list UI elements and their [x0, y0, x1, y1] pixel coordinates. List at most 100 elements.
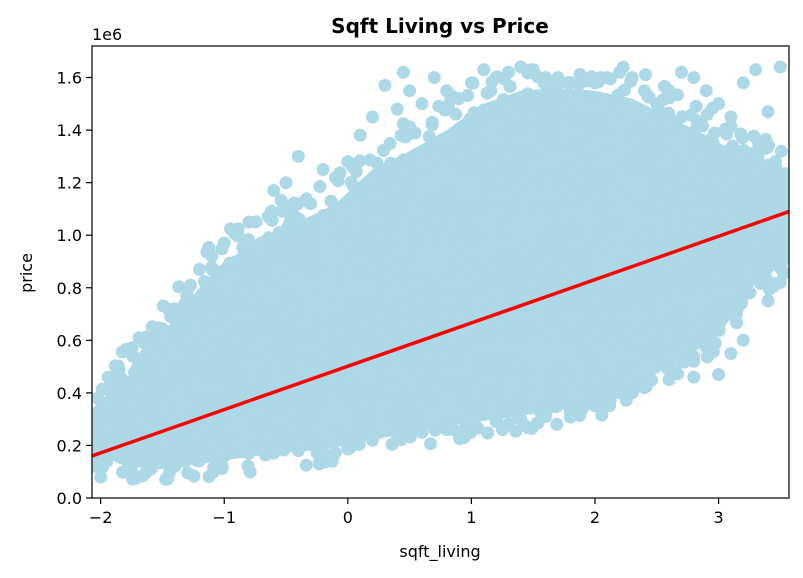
scatter-point — [534, 329, 548, 342]
scatter-point — [650, 339, 664, 353]
scatter-point — [514, 60, 528, 74]
scatter-point — [342, 194, 356, 208]
y-axis-label: price — [17, 253, 36, 293]
scatter-point — [449, 107, 463, 121]
scatter-point — [509, 424, 523, 438]
scatter-point — [687, 370, 701, 384]
scatter-point — [773, 276, 787, 289]
scatter-point — [647, 116, 661, 130]
scatter-point — [341, 155, 355, 169]
scatter-point — [738, 160, 752, 174]
scatter-point — [142, 421, 156, 435]
scatter-point — [553, 326, 567, 340]
scatter-point — [580, 334, 594, 348]
scatter-point — [171, 432, 184, 446]
scatter-point — [491, 291, 505, 305]
scatter-point — [296, 327, 309, 341]
scatter-point — [677, 153, 691, 167]
scatter-point — [607, 107, 621, 121]
scatter-point — [730, 187, 744, 201]
scatter-point — [309, 216, 322, 230]
scatter-point — [472, 401, 486, 415]
scatter-point — [253, 335, 267, 348]
y-tick-label: 1.0 — [57, 226, 82, 245]
scatter-point — [498, 367, 512, 381]
scatter-point — [178, 455, 192, 468]
scatter-point — [424, 313, 438, 326]
scatter-point — [671, 277, 685, 291]
scatter-point — [318, 347, 332, 361]
scatter-point — [318, 313, 332, 327]
scatter-point — [137, 441, 151, 455]
scatter-point — [591, 287, 605, 301]
scatter-point — [425, 195, 439, 209]
scatter-point — [662, 373, 676, 387]
scatter-point — [593, 352, 607, 365]
scatter-point — [420, 158, 434, 172]
scatter-point — [298, 393, 312, 407]
scatter-point — [767, 189, 781, 203]
scatter-point — [186, 424, 200, 438]
scatter-point — [375, 226, 389, 240]
scatter-point — [378, 78, 392, 92]
scatter-point — [403, 84, 417, 98]
scatter-point — [224, 222, 237, 236]
scatter-point — [502, 65, 515, 79]
scatter-point — [708, 336, 722, 350]
scatter-point — [489, 415, 503, 429]
scatter-point — [616, 360, 630, 374]
scatter-point — [489, 342, 503, 356]
scatter-point — [427, 71, 441, 84]
scatter-point — [464, 420, 478, 434]
scatter-point — [513, 164, 526, 178]
scatter-point — [546, 201, 560, 215]
scatter-point — [592, 361, 606, 375]
scatter-point — [578, 263, 592, 277]
scatter-point — [403, 249, 416, 263]
scatter-point — [646, 325, 660, 339]
scatter-point — [362, 302, 376, 316]
scatter-point — [400, 285, 414, 299]
scatter-point — [316, 441, 330, 455]
scatter-point — [712, 97, 726, 111]
scatter-point — [94, 470, 108, 484]
scatter-point — [708, 268, 721, 282]
scatter-point — [570, 135, 584, 149]
scatter-point — [97, 456, 111, 470]
scatter-point — [618, 322, 632, 335]
scatter-point — [454, 312, 468, 326]
scatter-point — [362, 225, 376, 239]
scatter-point — [193, 452, 206, 466]
scatter-point — [700, 350, 714, 364]
x-axis-label: sqft_living — [399, 542, 480, 562]
scatter-point — [256, 372, 270, 386]
scatter-point — [438, 309, 452, 323]
scatter-point — [578, 356, 592, 370]
scatter-point — [217, 449, 231, 463]
scatter-point — [432, 224, 446, 238]
scatter-point — [761, 223, 775, 237]
scatter-point — [264, 206, 278, 220]
scatter-point — [555, 255, 569, 269]
scatter-point — [384, 189, 398, 203]
scatter-point — [545, 318, 559, 332]
scatter-point — [354, 264, 368, 278]
scatter-point — [592, 222, 606, 236]
scatter-point — [460, 365, 474, 379]
scatter-point — [399, 198, 413, 211]
scatter-point — [246, 295, 260, 309]
scatter-point — [143, 460, 157, 473]
scatter-point — [421, 243, 435, 256]
scatter-point — [304, 232, 318, 246]
scatter-point — [267, 408, 281, 422]
scatter-point — [415, 425, 429, 439]
scatter-point — [468, 292, 482, 306]
scatter-point — [761, 105, 775, 119]
scatter-point — [300, 407, 314, 421]
scatter-point — [141, 361, 155, 375]
scatter-point — [385, 163, 398, 177]
scatter-point — [726, 248, 740, 262]
scatter-point — [195, 311, 209, 325]
scatter-point — [556, 128, 570, 141]
